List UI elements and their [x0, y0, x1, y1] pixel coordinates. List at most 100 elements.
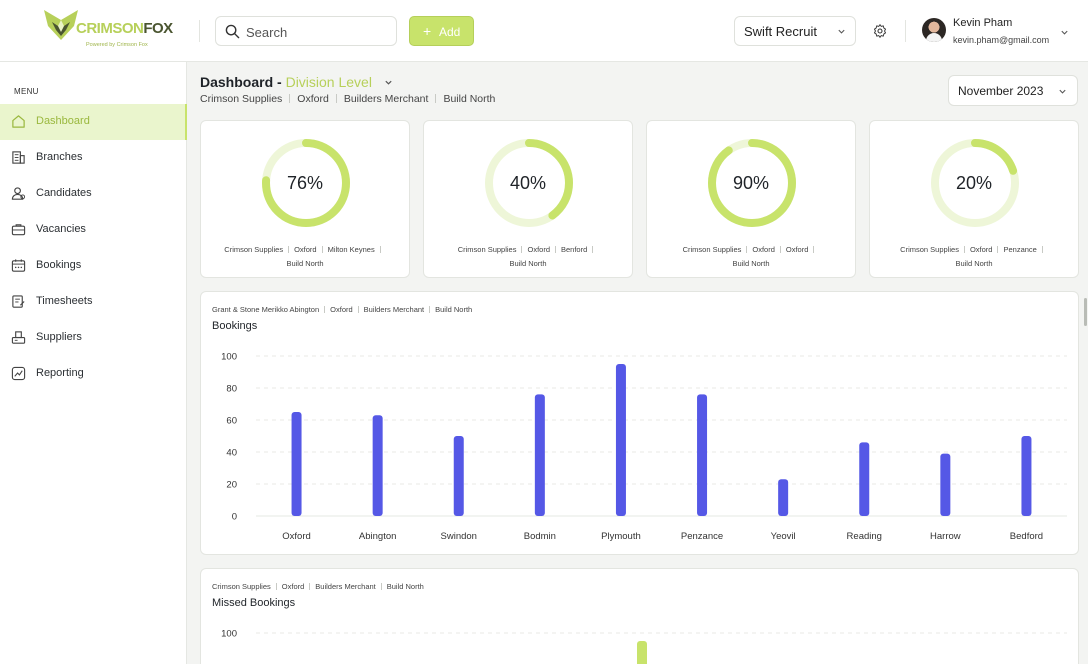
y-tick-label: 100 [221, 352, 237, 363]
y-tick-label: 80 [226, 384, 237, 395]
brand-tagline: Powered by Crimson Fox [86, 42, 148, 48]
x-tick-label: Harrow [930, 531, 961, 542]
chevron-down-icon [1059, 89, 1066, 94]
progress-ring-fill [708, 139, 796, 227]
sidebar-item-label: Suppliers [36, 331, 82, 343]
top-header: CRIMSONFOX Powered by Crimson Fox Search… [0, 0, 1088, 62]
building-icon [12, 151, 25, 164]
page-title: Dashboard - Division Level [200, 74, 372, 90]
x-tick-label: Bodmin [524, 531, 556, 542]
company-select-value: Swift Recruit [744, 24, 817, 39]
scrollbar-thumb[interactable] [1084, 298, 1087, 326]
header-divider [199, 20, 200, 42]
y-tick-label: 20 [226, 480, 237, 491]
bar [615, 364, 626, 516]
sidebar-item-label: Candidates [36, 187, 92, 199]
sidebar-item-vacancies[interactable]: Vacancies [0, 212, 187, 248]
kpi-value: 90% [732, 173, 770, 193]
kpi-meta: Crimson Supplies Oxford Milton Keynes Build… [207, 243, 403, 271]
search-input[interactable]: Search [215, 16, 397, 46]
progress-ring [262, 139, 350, 227]
chevron-down-icon[interactable] [1060, 28, 1069, 37]
breadcrumb: Crimson Supplies Oxford Builders Merchant B… [200, 93, 495, 105]
missed-bookings-chart-card: Crimson Supplies Oxford Builders Merchant B… [200, 568, 1079, 664]
progress-ring [485, 139, 573, 227]
plus-icon: + [423, 23, 432, 39]
progress-ring-fill [485, 139, 573, 227]
breadcrumb-item[interactable]: Build North [443, 93, 496, 105]
x-tick-label: Oxford [282, 531, 311, 542]
kpi-card[interactable]: 76% Crimson Supplies Oxford Milton Keynes Bu… [200, 120, 410, 278]
avatar[interactable] [922, 18, 946, 42]
sidebar-item-label: Branches [36, 151, 83, 163]
bar [291, 412, 302, 516]
brand-logo[interactable]: CRIMSONFOX Powered by Crimson Fox [44, 10, 173, 52]
sidebar-item-label: Vacancies [36, 223, 86, 235]
progress-ring-fill [262, 139, 350, 227]
sidebar-item-branches[interactable]: Branches [0, 140, 187, 176]
sidebar-item-label: Bookings [36, 259, 82, 271]
bar [534, 394, 545, 516]
x-tick-label: Plymouth [601, 531, 641, 542]
bar [1021, 436, 1032, 516]
month-select-value: November 2023 [958, 84, 1044, 98]
header-divider [905, 20, 906, 42]
chart-title: Missed Bookings [212, 597, 296, 609]
kpi-card[interactable]: 40% Crimson Supplies Oxford Benford Build No… [423, 120, 633, 278]
x-tick-label: Swindon [441, 531, 477, 542]
fox-logo-icon [44, 10, 78, 40]
bar [940, 453, 951, 516]
x-tick-label: Abington [359, 531, 397, 542]
y-tick-label: 0 [232, 512, 237, 523]
sidebar-item-reporting[interactable]: Reporting [0, 356, 187, 392]
x-tick-label: Reading [847, 531, 882, 542]
breadcrumb-item[interactable]: Builders Merchant [343, 93, 429, 105]
sidebar-item-label: Timesheets [36, 295, 93, 307]
brand-name: CRIMSONFOX [76, 20, 173, 37]
sidebar-item-timesheets[interactable]: Timesheets [0, 284, 187, 320]
gear-icon[interactable] [872, 23, 888, 39]
progress-ring-fill [931, 139, 1019, 227]
supplier-icon [11, 331, 26, 344]
briefcase-icon [11, 224, 26, 236]
bar [778, 479, 789, 516]
kpi-value: 20% [955, 173, 993, 193]
breadcrumb-item[interactable]: Crimson Supplies [200, 93, 283, 105]
bar [637, 641, 647, 664]
add-button-label: Add [439, 25, 461, 39]
y-tick-label: 40 [226, 448, 237, 459]
sidebar-item-label: Reporting [36, 367, 84, 379]
kpi-value: 40% [509, 173, 547, 193]
bar [453, 436, 464, 516]
breadcrumb-item[interactable]: Oxford [297, 93, 329, 105]
kpi-meta: Crimson Supplies Oxford Benford Build North [430, 243, 626, 271]
bar [859, 442, 870, 516]
company-select[interactable]: Swift Recruit [734, 16, 856, 46]
kpi-value: 76% [286, 173, 324, 193]
sidebar-item-candidates[interactable]: Candidates [0, 176, 187, 212]
sidebar-item-suppliers[interactable]: Suppliers [0, 320, 187, 356]
chart-meta: Crimson Supplies Oxford Builders Merchant B… [212, 582, 424, 591]
timesheet-icon [12, 295, 25, 308]
search-placeholder: Search [246, 25, 288, 40]
kpi-card[interactable]: 20% Crimson Supplies Oxford Penzance Build N… [869, 120, 1079, 278]
chevron-down-icon[interactable] [384, 78, 393, 87]
sidebar-item-bookings[interactable]: Bookings [0, 248, 187, 284]
y-tick-label: 60 [226, 416, 237, 427]
kpi-meta: Crimson Supplies Oxford Oxford Build North [653, 243, 849, 271]
progress-ring [931, 139, 1019, 227]
x-tick-label: Bedford [1010, 531, 1043, 542]
bar [697, 394, 708, 516]
kpi-card[interactable]: 90% Crimson Supplies Oxford Oxford Build Nor… [646, 120, 856, 278]
bookings-chart: 0 20 40 60 80 100 Oxford Abington Swindon Bodmin P… [221, 352, 1067, 542]
chart-title: Bookings [212, 320, 258, 332]
x-tick-label: Penzance [681, 531, 723, 542]
report-icon [11, 366, 26, 381]
y-tick-label: 100 [221, 629, 237, 640]
calendar-icon [11, 259, 26, 272]
month-select[interactable]: November 2023 [948, 75, 1078, 106]
search-icon [225, 24, 240, 39]
kpi-meta: Crimson Supplies Oxford Penzance Build Nort… [876, 243, 1072, 271]
sidebar-item-dashboard[interactable]: Dashboard [0, 104, 187, 140]
add-button[interactable]: + Add [409, 16, 474, 46]
